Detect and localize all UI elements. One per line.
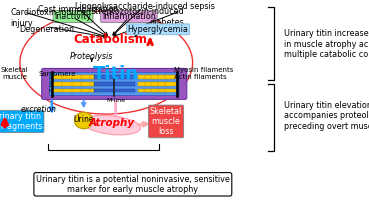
Text: Z-line: Z-line — [49, 75, 54, 92]
Bar — [94, 89, 135, 92]
Bar — [62, 89, 73, 92]
Text: Urinary titin is a potential noninvasive, sensitive
marker for early muscle atro: Urinary titin is a potential noninvasive… — [36, 175, 230, 194]
Text: Hyperglycemia: Hyperglycemia — [128, 25, 189, 34]
Bar — [165, 89, 176, 92]
Text: Skeletal
muscle
loss: Skeletal muscle loss — [150, 107, 182, 136]
Text: Inflammation: Inflammation — [102, 12, 156, 21]
Text: Atrophy: Atrophy — [89, 118, 135, 128]
Bar — [81, 75, 92, 79]
FancyBboxPatch shape — [49, 72, 179, 95]
Text: Lipopolysaccharide-induced sepsis: Lipopolysaccharide-induced sepsis — [75, 2, 215, 11]
Bar — [90, 89, 101, 92]
Bar — [165, 82, 176, 86]
Bar — [158, 89, 169, 92]
Text: Inactivity: Inactivity — [55, 12, 92, 21]
Bar — [81, 89, 92, 92]
Bar — [151, 75, 163, 79]
Bar — [72, 89, 83, 92]
Bar — [94, 82, 135, 86]
Text: Proteolysis: Proteolysis — [70, 52, 113, 61]
Bar — [53, 89, 64, 92]
Text: excretion: excretion — [21, 105, 56, 114]
Text: Titin: Titin — [93, 65, 139, 83]
Bar — [151, 89, 163, 92]
Bar — [72, 82, 83, 86]
Bar — [72, 75, 83, 79]
Text: Cast immobilization: Cast immobilization — [38, 5, 118, 14]
Text: Skeletal
muscle: Skeletal muscle — [1, 67, 28, 80]
Text: Urinary titin
N-fragments: Urinary titin N-fragments — [0, 112, 42, 131]
Bar — [145, 89, 156, 92]
Ellipse shape — [75, 112, 93, 129]
Text: Streptozotocin-induced
diabetes: Streptozotocin-induced diabetes — [91, 7, 184, 27]
Bar — [138, 75, 149, 79]
Bar — [62, 82, 73, 86]
Bar — [138, 89, 149, 92]
Bar — [53, 82, 64, 86]
Text: Hyperglycemia: Hyperglycemia — [128, 25, 189, 34]
Text: Cardiotoxin-induced
injury: Cardiotoxin-induced injury — [11, 8, 92, 28]
Text: Catabolism: Catabolism — [73, 33, 147, 46]
Text: Degeneration: Degeneration — [19, 25, 74, 34]
Bar — [165, 75, 176, 79]
Bar — [90, 75, 101, 79]
Text: Urinary titin elevation
accompanies proteolysis onset,
preceding overt muscle lo: Urinary titin elevation accompanies prot… — [284, 101, 369, 131]
Text: Myosin filaments
Actin filaments: Myosin filaments Actin filaments — [174, 67, 234, 80]
FancyBboxPatch shape — [42, 68, 187, 99]
Bar — [158, 82, 169, 86]
Text: Sarcomere: Sarcomere — [38, 71, 76, 77]
Bar — [151, 82, 163, 86]
Ellipse shape — [83, 115, 141, 135]
Bar — [90, 82, 101, 86]
Text: Urine: Urine — [73, 115, 94, 124]
Bar — [81, 82, 92, 86]
Bar — [53, 75, 64, 79]
Bar — [145, 82, 156, 86]
Bar — [94, 75, 135, 79]
Bar — [62, 75, 73, 79]
Text: Urinary titin increases early
in muscle atrophy across
multiple catabolic condit: Urinary titin increases early in muscle … — [284, 29, 369, 59]
Bar — [138, 82, 149, 86]
Bar — [145, 75, 156, 79]
Text: M-line: M-line — [106, 98, 125, 103]
Bar — [158, 75, 169, 79]
